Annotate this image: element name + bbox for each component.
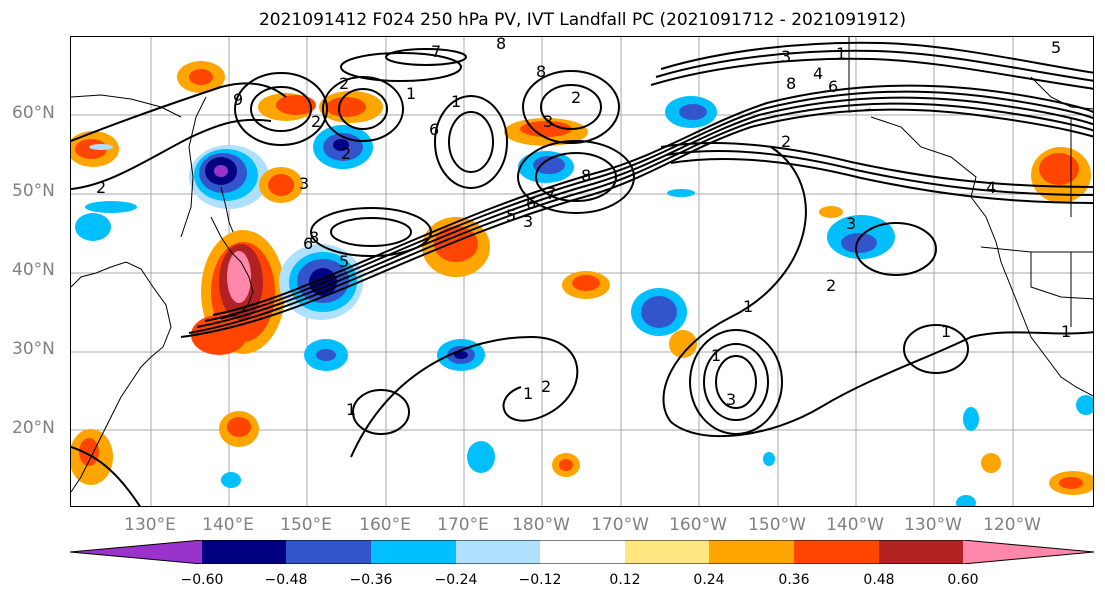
colorbar-tick: −0.60 [180, 572, 224, 588]
contour-label: 1 [711, 346, 721, 365]
lat-label-30n: 30°N [12, 339, 55, 359]
contour-label: 1 [346, 400, 356, 419]
lon-label-170e: 170°E [437, 515, 489, 535]
colorbar-tick: −0.36 [349, 572, 393, 588]
contour-label: 9 [233, 90, 243, 109]
lon-label-140e: 140°E [202, 515, 254, 535]
lon-label-130e: 130°E [124, 515, 176, 535]
colorbar-tick: 0.24 [693, 572, 725, 588]
contour-label: 3 [726, 390, 736, 409]
pv-ivt-map: 7 8 3 1 5 2 1 2 8 9 2 1 6 3 8 2 8 4 6 2 … [71, 37, 1093, 506]
contour-label: 3 [543, 112, 553, 131]
colorbar-tick: 0.60 [947, 572, 979, 588]
lon-label-150w: 150°W [748, 515, 806, 535]
map-panel: 7 8 3 1 5 2 1 2 8 9 2 1 6 3 8 2 8 4 6 2 … [70, 36, 1094, 507]
contour-label: 2 [341, 144, 351, 163]
contour-label: 2 [96, 178, 106, 197]
colorbar-segment [879, 540, 963, 564]
lon-label-160w: 160°W [669, 515, 727, 535]
contour-label: 4 [986, 178, 996, 197]
contour-label: 6 [526, 194, 536, 213]
colorbar-segment [371, 540, 456, 564]
contour-label: 1 [1061, 322, 1071, 341]
contour-label: 8 [581, 166, 591, 185]
contour-label: 1 [743, 297, 753, 316]
graticule [71, 37, 1093, 506]
contour-label: 6 [429, 120, 439, 139]
lon-label-150e: 150°E [280, 515, 332, 535]
contour-label: 7 [431, 42, 441, 61]
contour-label: 2 [541, 377, 551, 396]
contour-label: 6 [303, 234, 313, 253]
colorbar-segment [625, 540, 709, 564]
contour-label: 2 [311, 112, 321, 131]
coastlines [71, 37, 1093, 493]
contour-label: 2 [339, 74, 349, 93]
pv-shading [71, 61, 1093, 506]
colorbar-segment [456, 540, 540, 564]
colorbar-extend-high [963, 540, 1094, 564]
contour-label: 8 [496, 37, 506, 53]
colorbar-tick: −0.12 [518, 572, 562, 588]
colorbar-tick: 0.48 [863, 572, 895, 588]
contour-label: 1 [406, 84, 416, 103]
contour-label: 3 [781, 47, 791, 66]
contour-labels: 7 8 3 1 5 2 1 2 8 9 2 1 6 3 8 2 8 4 6 2 … [96, 37, 1071, 419]
lon-label-120w: 120°W [983, 515, 1041, 535]
lat-label-40n: 40°N [12, 260, 55, 280]
contour-label: 5 [506, 206, 516, 225]
colorbar-extend-low [70, 540, 202, 564]
lat-label-60n: 60°N [12, 103, 55, 123]
contour-label: 8 [309, 228, 319, 247]
contour-label: 1 [451, 92, 461, 111]
contour-label: 3 [299, 174, 309, 193]
contour-label: 4 [813, 64, 823, 83]
pv-contours [71, 41, 1093, 506]
colorbar-segment [540, 540, 625, 564]
contour-label: 7 [546, 184, 556, 203]
contour-label: 3 [846, 214, 856, 233]
pv-colorbar [70, 540, 1094, 564]
colorbar-segment [286, 540, 371, 564]
lon-label-170w: 170°W [591, 515, 649, 535]
colorbar-segment [794, 540, 879, 564]
contour-label: 5 [339, 252, 349, 271]
contour-label: 5 [1051, 38, 1061, 57]
colorbar-segment [202, 540, 286, 564]
contour-label: 2 [781, 132, 791, 151]
contour-label: 8 [786, 74, 796, 93]
contour-label: 1 [836, 44, 846, 63]
contour-label: 1 [523, 384, 533, 403]
contour-label: 2 [826, 276, 836, 295]
plot-title: 2021091412 F024 250 hPa PV, IVT Landfall… [258, 10, 906, 30]
colorbar-tick: −0.24 [434, 572, 478, 588]
lon-label-180w: 180°W [512, 515, 570, 535]
contour-label: 1 [941, 322, 951, 341]
colorbar-segment [709, 540, 794, 564]
contour-label: 8 [536, 62, 546, 81]
lat-label-50n: 50°N [12, 181, 55, 201]
lon-label-140w: 140°W [826, 515, 884, 535]
lon-label-160e: 160°E [359, 515, 411, 535]
colorbar-tick: −0.48 [264, 572, 308, 588]
colorbar-tick: 0.12 [609, 572, 641, 588]
contour-label: 2 [571, 88, 581, 107]
contour-label: 6 [828, 77, 838, 96]
colorbar-tick: 0.36 [778, 572, 810, 588]
contour-label: 3 [523, 212, 533, 231]
lat-label-20n: 20°N [12, 418, 55, 438]
lon-label-130w: 130°W [904, 515, 962, 535]
